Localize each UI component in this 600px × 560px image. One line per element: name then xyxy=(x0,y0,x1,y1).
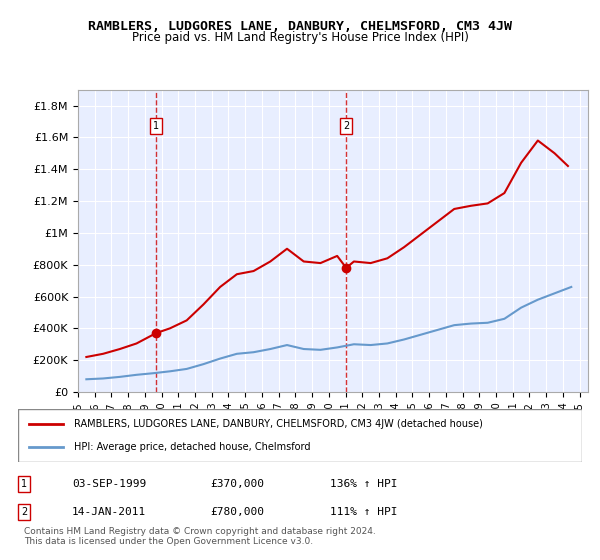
Text: 111% ↑ HPI: 111% ↑ HPI xyxy=(330,507,398,517)
Text: Price paid vs. HM Land Registry's House Price Index (HPI): Price paid vs. HM Land Registry's House … xyxy=(131,31,469,44)
Text: HPI: Average price, detached house, Chelmsford: HPI: Average price, detached house, Chel… xyxy=(74,442,311,452)
Text: £370,000: £370,000 xyxy=(210,479,264,489)
Text: Contains HM Land Registry data © Crown copyright and database right 2024.
This d: Contains HM Land Registry data © Crown c… xyxy=(24,526,376,546)
Text: RAMBLERS, LUDGORES LANE, DANBURY, CHELMSFORD, CM3 4JW: RAMBLERS, LUDGORES LANE, DANBURY, CHELMS… xyxy=(88,20,512,32)
Text: 14-JAN-2011: 14-JAN-2011 xyxy=(72,507,146,517)
Text: 03-SEP-1999: 03-SEP-1999 xyxy=(72,479,146,489)
FancyBboxPatch shape xyxy=(18,409,582,462)
Text: £780,000: £780,000 xyxy=(210,507,264,517)
Text: 1: 1 xyxy=(153,121,159,131)
Text: 2: 2 xyxy=(343,121,349,131)
Text: RAMBLERS, LUDGORES LANE, DANBURY, CHELMSFORD, CM3 4JW (detached house): RAMBLERS, LUDGORES LANE, DANBURY, CHELMS… xyxy=(74,419,483,429)
Text: 136% ↑ HPI: 136% ↑ HPI xyxy=(330,479,398,489)
Text: 1: 1 xyxy=(21,479,27,489)
Text: 2: 2 xyxy=(21,507,27,517)
